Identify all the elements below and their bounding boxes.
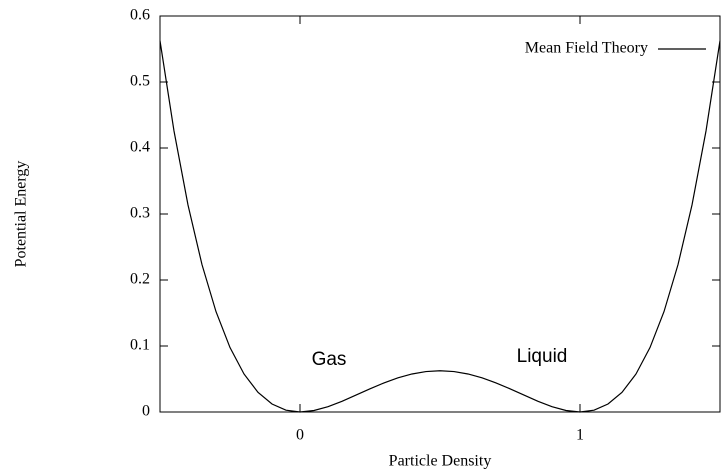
line-series [159, 40, 721, 413]
y-tick-label: 0.5 [130, 73, 150, 90]
y-tick-label: 0.6 [130, 7, 150, 24]
legend-label: Mean Field Theory [525, 40, 648, 57]
plot-frame [159, 15, 721, 413]
y-tick-label: 0.1 [130, 337, 150, 354]
y-tick-label: 0.4 [130, 139, 150, 156]
x-tick-label: 1 [576, 427, 584, 444]
x-axis-label: Particle Density [389, 453, 492, 470]
annotation: Liquid [517, 346, 568, 367]
x-tick-label: 0 [296, 427, 304, 444]
y-axis-label: Potential Energy [13, 161, 30, 268]
y-tick-label: 0 [142, 403, 150, 420]
y-tick-label: 0.2 [130, 271, 150, 288]
annotation: Gas [312, 349, 347, 370]
y-tick-label: 0.3 [130, 205, 150, 222]
